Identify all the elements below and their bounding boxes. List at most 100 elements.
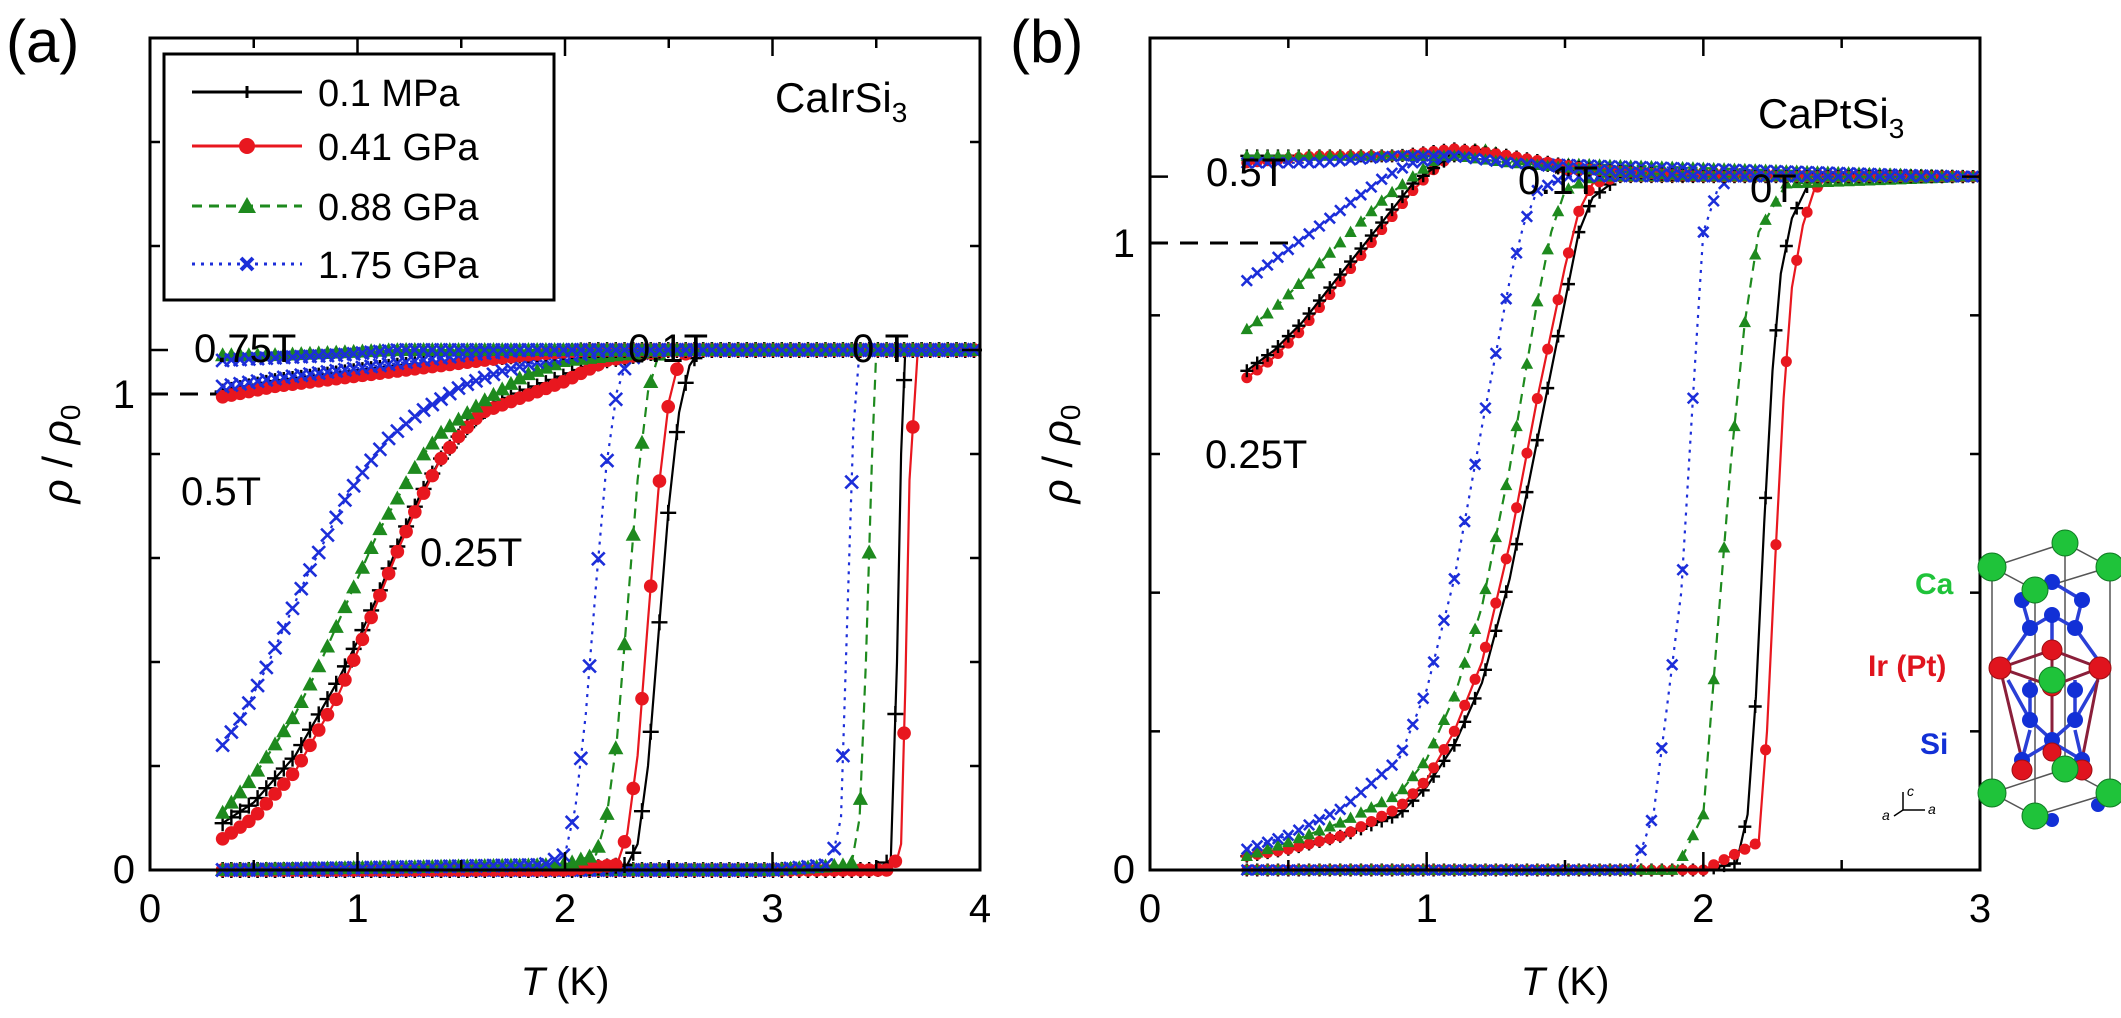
data-point-a-0-88-gpa-0-1t: [634, 434, 650, 449]
panel-b-field-label-025T: 0.25T: [1205, 433, 1307, 477]
data-point-a-0-41-gpa-0-25t: [285, 767, 300, 782]
data-point-b-0-1-mpa-0-1t: [1582, 199, 1596, 213]
data-point-b-1-75-gpa-0-1t: [1396, 744, 1409, 757]
data-point-b-0-88-gpa-0t: [1769, 195, 1783, 207]
data-point-b-1-75-gpa-0-1t: [1251, 839, 1264, 852]
series-line-b-1-75-gpa-0t: [1246, 175, 1980, 872]
data-point-a-1-75-gpa-0-1t: [582, 658, 597, 674]
data-point-b-0-1-mpa-0t: [1738, 820, 1752, 834]
crystal-label-ca: Ca: [1915, 568, 1954, 601]
data-point-b-0-88-gpa-0t: [1738, 315, 1752, 328]
data-point-b-1-75-gpa-0-25t: [1282, 243, 1295, 256]
panel-b-series: [1240, 142, 1981, 877]
data-point-b-0-41-gpa-0-1t: [1552, 294, 1564, 306]
data-point-b-1-75-gpa-0-5t: [1520, 158, 1534, 171]
series-line-b-1-75-gpa-0-1t: [1246, 175, 1980, 851]
data-point-b-0-88-gpa-0-25t: [1385, 185, 1399, 198]
data-point-a-0-41-gpa-0-1t: [652, 474, 667, 488]
data-point-a-0-88-gpa-0-25t: [512, 370, 528, 385]
data-point-a-1-75-gpa-0-25t: [363, 452, 379, 468]
data-point-b-1-75-gpa-0-5t: [1375, 151, 1388, 164]
series-line-a-0-88-gpa-0-25t: [221, 348, 669, 814]
data-point-b-1-75-gpa-0-5t: [1251, 156, 1264, 169]
data-point-b-0-1-mpa-0-25t: [1312, 294, 1326, 308]
data-point-b-1-75-gpa-0-1t: [1313, 813, 1326, 826]
data-point-b-0-88-gpa-0t: [1728, 419, 1741, 432]
data-point-b-0-41-gpa-0-1t: [1521, 447, 1533, 459]
data-point-b-0-88-gpa-0t: [1686, 828, 1700, 841]
series-line-a-0-1-mpa-0-1t: [222, 348, 773, 872]
data-point-a-0-1-mpa-0-t: [896, 372, 913, 389]
panel-b: (b) 0 1 2 3 0 1 T (K) ρ / ρ0 CaPtSi3 0.5…: [1010, 8, 2121, 1004]
data-point-b-1-75-gpa-0-1t: [1344, 795, 1357, 808]
data-point-b-1-75-gpa-0-1t: [1282, 829, 1295, 842]
data-point-a-1-75-gpa-0-25t: [346, 478, 361, 494]
data-point-b-1-75-gpa-0-1t: [1448, 572, 1461, 585]
data-point-a-0-88-gpa-0-25t: [249, 762, 266, 777]
data-point-b-1-75-gpa-0-5t: [1666, 168, 1679, 181]
panel-a-field-label-075T: 0.75T: [194, 327, 296, 371]
data-point-b-1-75-gpa-0-5t: [1323, 155, 1336, 168]
data-point-b-0-1-mpa-0-1t: [1593, 185, 1607, 199]
data-point-b-0-88-gpa-0-25t: [1271, 298, 1285, 310]
data-point-a-0-41-gpa-0-25t: [364, 610, 378, 625]
panel-a-field-label-0T: 0 T: [852, 327, 909, 371]
data-point-b-0-41-gpa-0-1t: [1313, 835, 1325, 847]
data-point-b-1-75-gpa-0-5t: [1334, 154, 1347, 167]
data-point-b-0-41-gpa-0-25t: [1251, 364, 1263, 376]
data-point-b-0-41-gpa-0-1t: [1573, 205, 1585, 217]
data-point-b-1-75-gpa-0-1t: [1271, 832, 1285, 845]
data-point-b-1-75-gpa-0t: [1707, 194, 1720, 208]
data-point-b-0-41-gpa-0-1t: [1345, 826, 1357, 838]
series-line-a-0-41-gpa-0-25t: [221, 348, 669, 840]
data-point-a-0-41-gpa-0-25t: [338, 673, 352, 687]
data-point-b-0-88-gpa-0-1t: [1240, 849, 1254, 862]
data-point-b-0-88-gpa-0-1t: [1385, 790, 1399, 803]
data-point-a-1-75-gpa-0-1t: [573, 751, 589, 766]
data-point-b-1-75-gpa-0-1t: [1292, 824, 1305, 837]
data-point-a-0-41-gpa-0-25t: [381, 566, 396, 581]
panel-b-field-label-01T: 0.1T: [1518, 159, 1598, 203]
data-point-a-0-41-gpa-0-25t: [311, 723, 326, 737]
data-point-b-1-75-gpa-0-5t: [1562, 161, 1575, 174]
data-point-b-0-88-gpa-0t: [1697, 808, 1710, 820]
data-point-b-1-75-gpa-0t: [1666, 658, 1679, 671]
data-point-b-1-75-gpa-0-5t: [1302, 156, 1316, 169]
data-point-b-0-41-gpa-0-1t: [1583, 185, 1595, 197]
data-point-a-0-88-gpa-0-25t: [433, 424, 449, 439]
data-point-b-0-1-mpa-0-25t: [1323, 281, 1337, 295]
panel-a-x-tick-0: 0: [139, 887, 161, 931]
data-point-a-0-41-gpa-0-25t: [373, 588, 387, 603]
panel-a-x-tick-1: 1: [346, 887, 368, 931]
data-point-b-0-88-gpa-0t: [1717, 541, 1731, 553]
data-point-b-1-75-gpa-0-1t: [1489, 347, 1502, 360]
data-point-b-0-41-gpa-0-1t: [1562, 247, 1574, 259]
data-point-a-1-75-gpa-0-25t: [328, 510, 344, 525]
data-point-b-1-75-gpa-0t: [1655, 741, 1668, 755]
panel-a-label: (a): [6, 8, 79, 75]
data-point-b-1-75-gpa-0-1t: [1427, 655, 1440, 669]
data-point-b-1-75-gpa-0t: [1634, 844, 1648, 857]
data-point-a-1-75-gpa-0-25t: [267, 640, 283, 656]
data-point-a-0-88-gpa-0-t: [861, 544, 877, 559]
data-point-a-0-41-gpa-0-25t: [268, 787, 282, 801]
data-point-a-0-88-gpa-0-25t: [485, 386, 502, 401]
data-point-b-0-88-gpa-0-1t: [1282, 835, 1295, 848]
data-point-b-0-41-gpa-0t: [1708, 859, 1720, 871]
data-point-a-1-75-gpa-0-25t: [285, 601, 300, 616]
legend-entry-0-1-mpa: 0.1 MPa: [192, 73, 460, 115]
data-point-b-1-75-gpa-0-25t: [1261, 258, 1274, 272]
data-point-a-1-75-gpa-0-t: [844, 474, 859, 490]
data-point-b-0-88-gpa-0-1t: [1375, 795, 1388, 808]
data-point-b-0-88-gpa-0-1t: [1500, 478, 1513, 491]
data-point-b-0-88-gpa-0-25t: [1396, 177, 1409, 190]
data-point-a-1-75-gpa-0-25t: [232, 711, 248, 727]
data-point-b-0-88-gpa-0-25t: [1344, 225, 1357, 238]
data-point-a-1-75-gpa-0-25t: [215, 737, 230, 753]
data-point-b-1-75-gpa-0-5t: [1500, 156, 1513, 169]
data-point-b-0-88-gpa-0-1t: [1292, 831, 1305, 844]
data-point-b-1-75-gpa-0-5t: [1417, 149, 1430, 162]
data-point-a-0-88-gpa-0-25t: [372, 521, 388, 536]
series-line-b-0-88-gpa-0t: [1246, 175, 1981, 872]
data-point-b-1-75-gpa-0-5t: [1572, 162, 1585, 175]
